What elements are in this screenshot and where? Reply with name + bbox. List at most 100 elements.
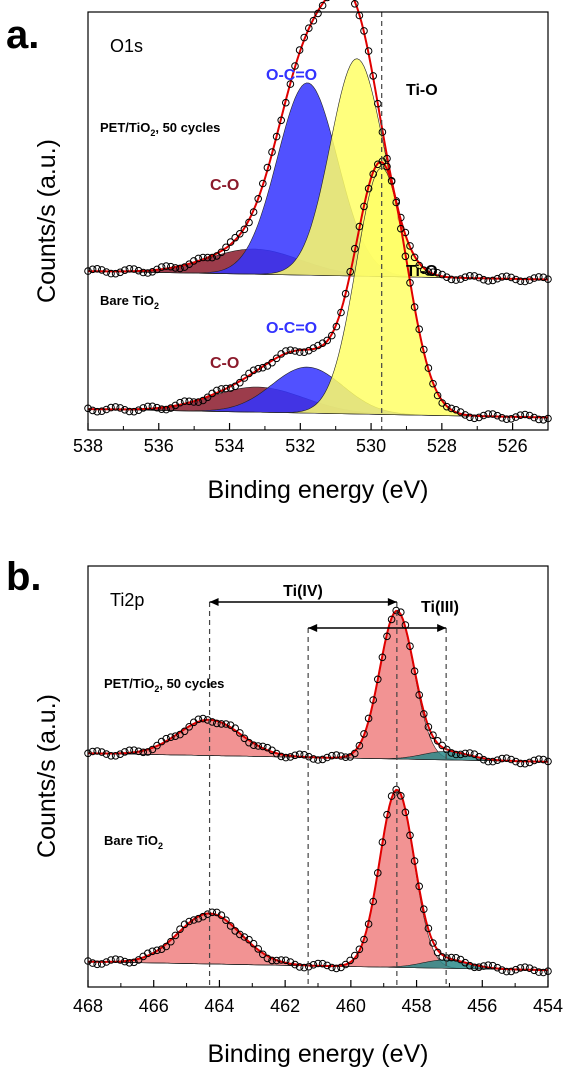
x-tick-label: 532	[285, 436, 315, 456]
data-point	[355, 741, 364, 750]
data-point	[153, 265, 161, 274]
data-point	[535, 415, 543, 424]
data-point	[337, 308, 345, 317]
x-tick-label: 464	[204, 996, 234, 1016]
panel-a-x-axis-label: Binding energy (eV)	[208, 476, 429, 504]
data-point	[447, 749, 456, 757]
data-point	[383, 632, 391, 641]
data-point	[447, 404, 456, 413]
sample-top-suffix: , 50 cycles	[159, 676, 224, 691]
data-point	[364, 714, 373, 723]
data-point	[502, 272, 511, 281]
data-point	[295, 750, 304, 759]
splitting-label-ti-iv: Ti(IV)	[283, 583, 323, 600]
sample-bottom-name: Bare TiO	[100, 293, 154, 308]
data-point	[171, 732, 180, 741]
panel-b-frame	[87, 565, 549, 988]
data-point	[272, 132, 281, 141]
peak-label-co-bottom: C-O	[210, 355, 239, 372]
data-point	[259, 179, 267, 188]
data-point	[525, 964, 534, 973]
data-point	[539, 968, 548, 977]
panel-b-ti2p: b. 468 466 464 462 460 458 456 454 Ti2p PET/TiO…	[6, 555, 563, 1068]
data-point	[286, 346, 295, 355]
data-point	[535, 755, 543, 764]
data-point	[222, 916, 230, 925]
data-point	[452, 276, 460, 284]
data-point	[208, 253, 216, 262]
data-point	[539, 755, 548, 764]
data-point	[466, 413, 474, 422]
data-point	[438, 399, 447, 407]
data-point	[300, 33, 309, 42]
data-point	[530, 274, 539, 282]
data-point	[245, 935, 253, 944]
data-point	[268, 358, 276, 367]
data-point	[378, 128, 387, 136]
data-point	[171, 264, 180, 272]
data-point	[268, 956, 276, 965]
data-point	[185, 397, 193, 406]
data-point	[121, 957, 129, 966]
x-tick-label: 468	[73, 996, 103, 1016]
data-point	[272, 956, 281, 965]
data-point	[415, 691, 424, 699]
data-point	[93, 960, 101, 969]
data-point	[125, 959, 134, 967]
data-point	[392, 606, 401, 615]
data-point	[226, 922, 235, 930]
data-point	[249, 939, 258, 948]
data-point	[121, 266, 129, 275]
data-point	[199, 912, 207, 921]
data-point	[111, 752, 120, 760]
data-point	[525, 276, 534, 284]
data-point	[98, 748, 106, 756]
data-point	[461, 411, 470, 419]
data-point	[387, 615, 396, 624]
data-point	[502, 967, 511, 976]
sample-bottom-subscript: 2	[158, 841, 163, 851]
data-point	[236, 729, 244, 737]
panel-b-x-ticks: 468 466 464 462 460 458 456 454	[73, 980, 563, 1016]
data-point	[309, 961, 318, 969]
data-point	[328, 751, 336, 760]
data-point	[282, 98, 290, 107]
data-point	[272, 354, 281, 363]
data-point	[305, 962, 313, 971]
data-point	[324, 0, 330, 2]
data-point	[530, 966, 539, 975]
data-point	[203, 393, 212, 402]
data-point	[98, 407, 106, 416]
data-point	[443, 273, 451, 282]
sample-top-subscript: 2	[150, 128, 155, 138]
data-point	[452, 406, 460, 414]
data-point	[190, 257, 198, 265]
data-point	[249, 366, 258, 375]
data-point	[217, 911, 226, 920]
data-point	[167, 262, 175, 271]
panel-a-sample-top-label: PET/TiO2, 50 cycles	[100, 120, 220, 138]
data-point	[130, 265, 138, 273]
data-point	[525, 758, 534, 767]
data-point	[314, 756, 322, 764]
data-point	[332, 751, 341, 759]
data-point	[397, 224, 405, 233]
data-point	[240, 374, 249, 382]
x-tick-label: 454	[533, 996, 563, 1016]
data-point	[498, 754, 506, 763]
data-point	[263, 954, 272, 963]
data-point	[498, 966, 506, 974]
data-point	[383, 810, 391, 819]
data-point	[392, 785, 401, 794]
data-point	[484, 961, 493, 970]
data-point	[406, 831, 414, 840]
data-point	[107, 752, 115, 760]
data-point	[512, 965, 520, 974]
data-point	[286, 753, 295, 761]
panel-a-letter: a.	[6, 13, 39, 57]
data-point	[512, 275, 520, 284]
data-point	[360, 202, 368, 211]
data-point	[420, 710, 428, 718]
data-point	[148, 268, 157, 276]
peak-label-oco-top: O-C=O	[266, 67, 317, 84]
